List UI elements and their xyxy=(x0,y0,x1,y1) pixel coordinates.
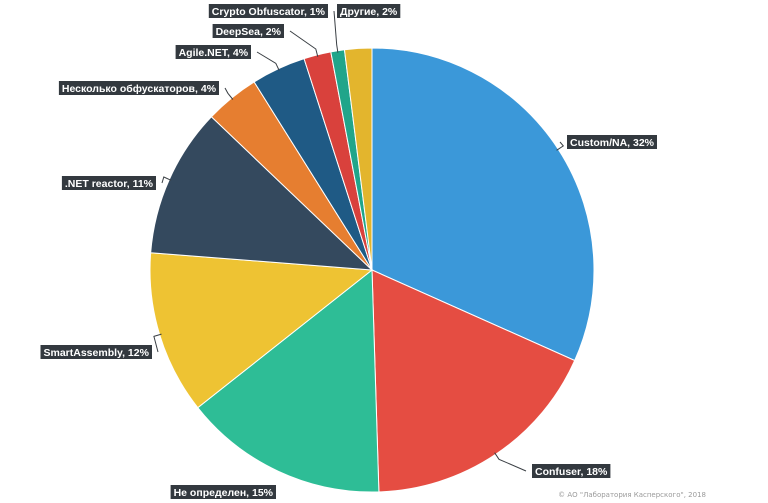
pie-slice xyxy=(343,47,373,271)
pie-slice xyxy=(197,268,380,493)
slice-label: Другие, 2% xyxy=(337,4,401,18)
slice-label: SmartAssembly, 12% xyxy=(40,345,152,359)
leader-line xyxy=(153,333,162,353)
slice-label: .NET reactor, 11% xyxy=(61,176,156,190)
slice-label-text: .NET reactor, 11% xyxy=(65,178,154,190)
slice-label-box xyxy=(337,4,401,18)
slice-label-box xyxy=(208,4,328,18)
leader-line xyxy=(494,452,527,472)
slice-label: Agile.NET, 4% xyxy=(175,45,251,59)
leader-line xyxy=(333,10,339,53)
slice-label-box xyxy=(40,345,152,359)
copyright-text: © АО "Лаборатория Касперского", 2018 xyxy=(558,491,706,499)
leader-line xyxy=(256,51,280,71)
slice-label-text: SmartAssembly, 12% xyxy=(44,347,150,359)
slice-label-text: Не определен, 15% xyxy=(174,487,274,499)
leader-line xyxy=(556,141,565,151)
slice-label-box xyxy=(532,464,611,478)
slice-label: Несколько обфускаторов, 4% xyxy=(58,81,220,95)
leader-line xyxy=(224,87,234,100)
slice-label-text: Несколько обфускаторов, 4% xyxy=(62,83,217,95)
leader-line xyxy=(161,176,172,184)
slice-label: Не определен, 15% xyxy=(170,485,276,499)
slice-label-text: Agile.NET, 4% xyxy=(179,47,249,59)
slice-label: Confuser, 18% xyxy=(532,464,611,478)
slice-label: Custom/NA, 32% xyxy=(567,135,657,149)
slice-label-box xyxy=(58,81,220,95)
slice-label-box xyxy=(567,135,657,149)
slice-label-box xyxy=(61,176,156,190)
slice-label-box xyxy=(170,485,276,499)
slice-label: Crypto Obfuscator, 1% xyxy=(208,4,328,18)
leader-line xyxy=(289,30,319,57)
slice-label-text: DeepSea, 2% xyxy=(216,26,282,38)
slice-label-box xyxy=(212,24,284,38)
slice-label-text: Custom/NA, 32% xyxy=(570,137,655,149)
slice-label-box xyxy=(175,45,251,59)
slice-label-text: Crypto Obfuscator, 1% xyxy=(212,6,326,18)
slice-label: DeepSea, 2% xyxy=(212,24,284,38)
slice-label-text: Другие, 2% xyxy=(340,6,398,18)
slice-label-text: Confuser, 18% xyxy=(535,466,608,478)
